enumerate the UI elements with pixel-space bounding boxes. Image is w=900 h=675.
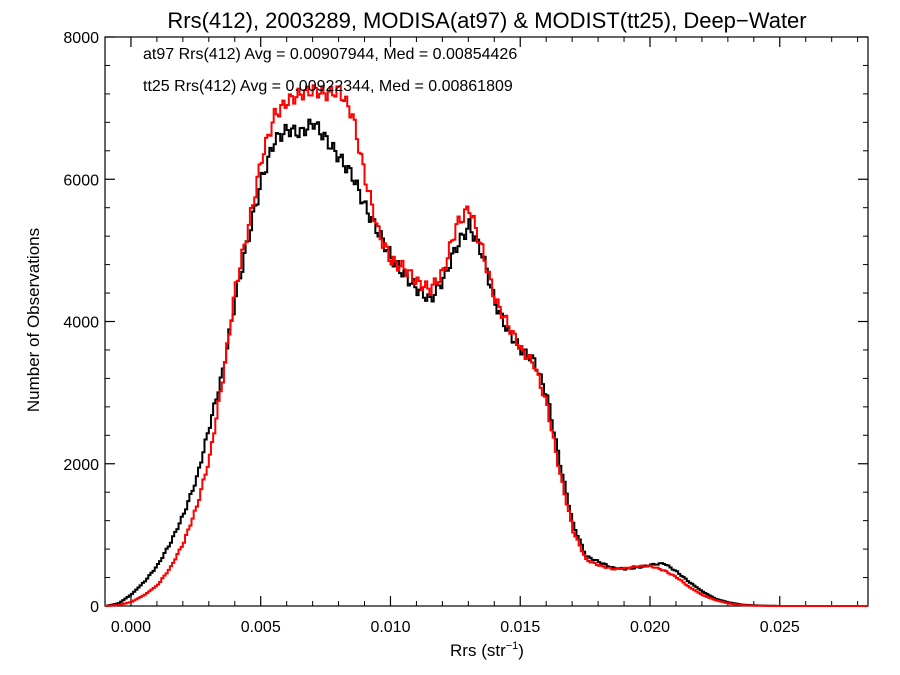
x-tick-label: 0.010 (370, 619, 410, 636)
x-axis-label-main: Rrs (str (450, 641, 506, 660)
legend-entry-at97: at97 Rrs(412) Avg = 0.00907944, Med = 0.… (143, 46, 517, 63)
series-group (105, 84, 868, 607)
x-tick-label: 0.000 (111, 619, 151, 636)
y-tick-label: 6000 (63, 172, 99, 189)
y-tick-label: 4000 (63, 315, 99, 332)
x-tick-label: 0.020 (630, 619, 670, 636)
x-tick-label: 0.025 (760, 619, 800, 636)
y-axis-label: Number of Observations (24, 228, 43, 412)
y-tick-label: 2000 (63, 457, 99, 474)
chart-title: Rrs(412), 2003289, MODISA(at97) & MODIST… (167, 8, 806, 33)
x-axis-label-end: ) (518, 641, 524, 660)
series-line-tt25 (105, 84, 868, 607)
x-tick-label: 0.015 (500, 619, 540, 636)
x-axis-label: Rrs (str−1) (450, 640, 524, 660)
x-tick-label: 0.005 (241, 619, 281, 636)
x-axis-label-superscript: −1 (506, 640, 519, 652)
axis-tick-labels: 0.000 0.005 0.010 0.015 0.020 0.025 0 2000 4000 6… (63, 30, 799, 636)
legend-entry-tt25: tt25 Rrs(412) Avg = 0.00922344, Med = 0.… (143, 78, 513, 95)
series-line-at97 (105, 118, 868, 607)
y-tick-label: 0 (90, 599, 99, 616)
y-tick-label: 8000 (63, 30, 99, 47)
